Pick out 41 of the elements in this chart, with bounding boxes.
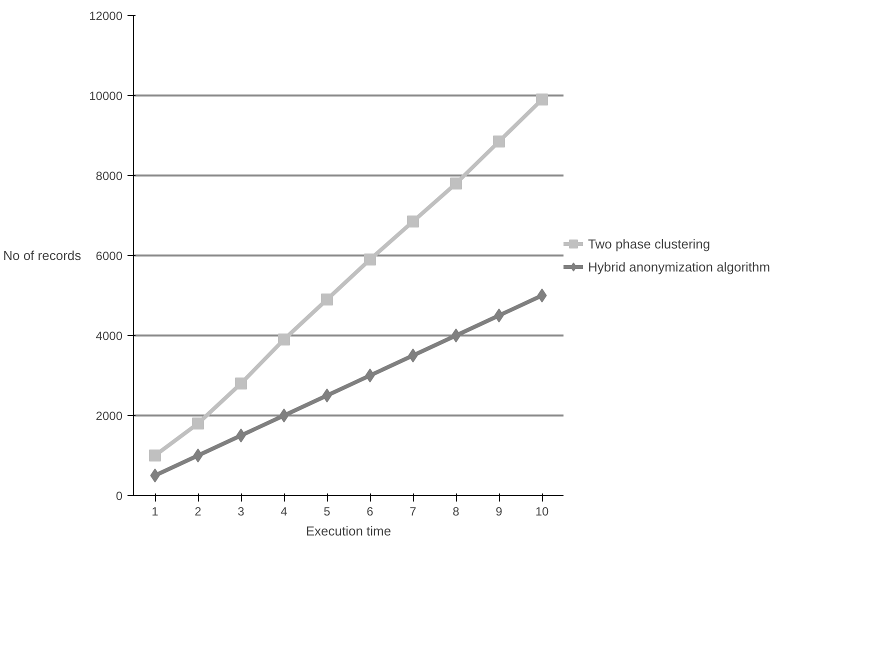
legend-label: Two phase clustering (588, 236, 710, 251)
y-tick-label: 10000 (89, 89, 123, 103)
y-tick-label: 12000 (89, 9, 123, 23)
x-tick-label: 7 (410, 504, 417, 518)
x-tick-label: 4 (280, 504, 288, 518)
point (365, 368, 375, 382)
point (493, 136, 505, 148)
legend-label: Hybrid anonymization algorithm (588, 259, 770, 274)
x-tick-label: 2 (194, 504, 202, 518)
point (364, 254, 376, 266)
point (408, 348, 418, 362)
point (451, 328, 461, 342)
x-tick-label: 1 (152, 504, 159, 518)
point (150, 468, 160, 482)
x-tick-label: 5 (324, 504, 331, 518)
y-axis-title: No of records (3, 248, 82, 263)
point (494, 308, 504, 322)
point (321, 294, 333, 306)
point (322, 388, 332, 402)
point (236, 428, 246, 442)
point (537, 288, 547, 302)
point (450, 178, 462, 190)
point (278, 334, 290, 346)
x-tick-label: 8 (452, 504, 460, 518)
point (235, 378, 247, 390)
point (407, 216, 419, 228)
y-tick-label: 0 (116, 489, 123, 503)
y-tick-label: 4000 (96, 329, 123, 343)
point (149, 450, 161, 462)
y-tick-label: 2000 (96, 409, 123, 423)
x-tick-label: 3 (238, 504, 245, 518)
x-axis-title: Execution time (306, 524, 392, 538)
point (536, 94, 548, 106)
x-tick-label: 6 (366, 504, 374, 518)
point (192, 418, 204, 430)
point (279, 408, 289, 422)
y-tick-label: 8000 (96, 169, 123, 183)
point (193, 448, 203, 462)
x-tick-label: 10 (535, 504, 549, 518)
x-tick-label: 9 (496, 504, 503, 518)
y-tick-label: 6000 (96, 249, 123, 263)
